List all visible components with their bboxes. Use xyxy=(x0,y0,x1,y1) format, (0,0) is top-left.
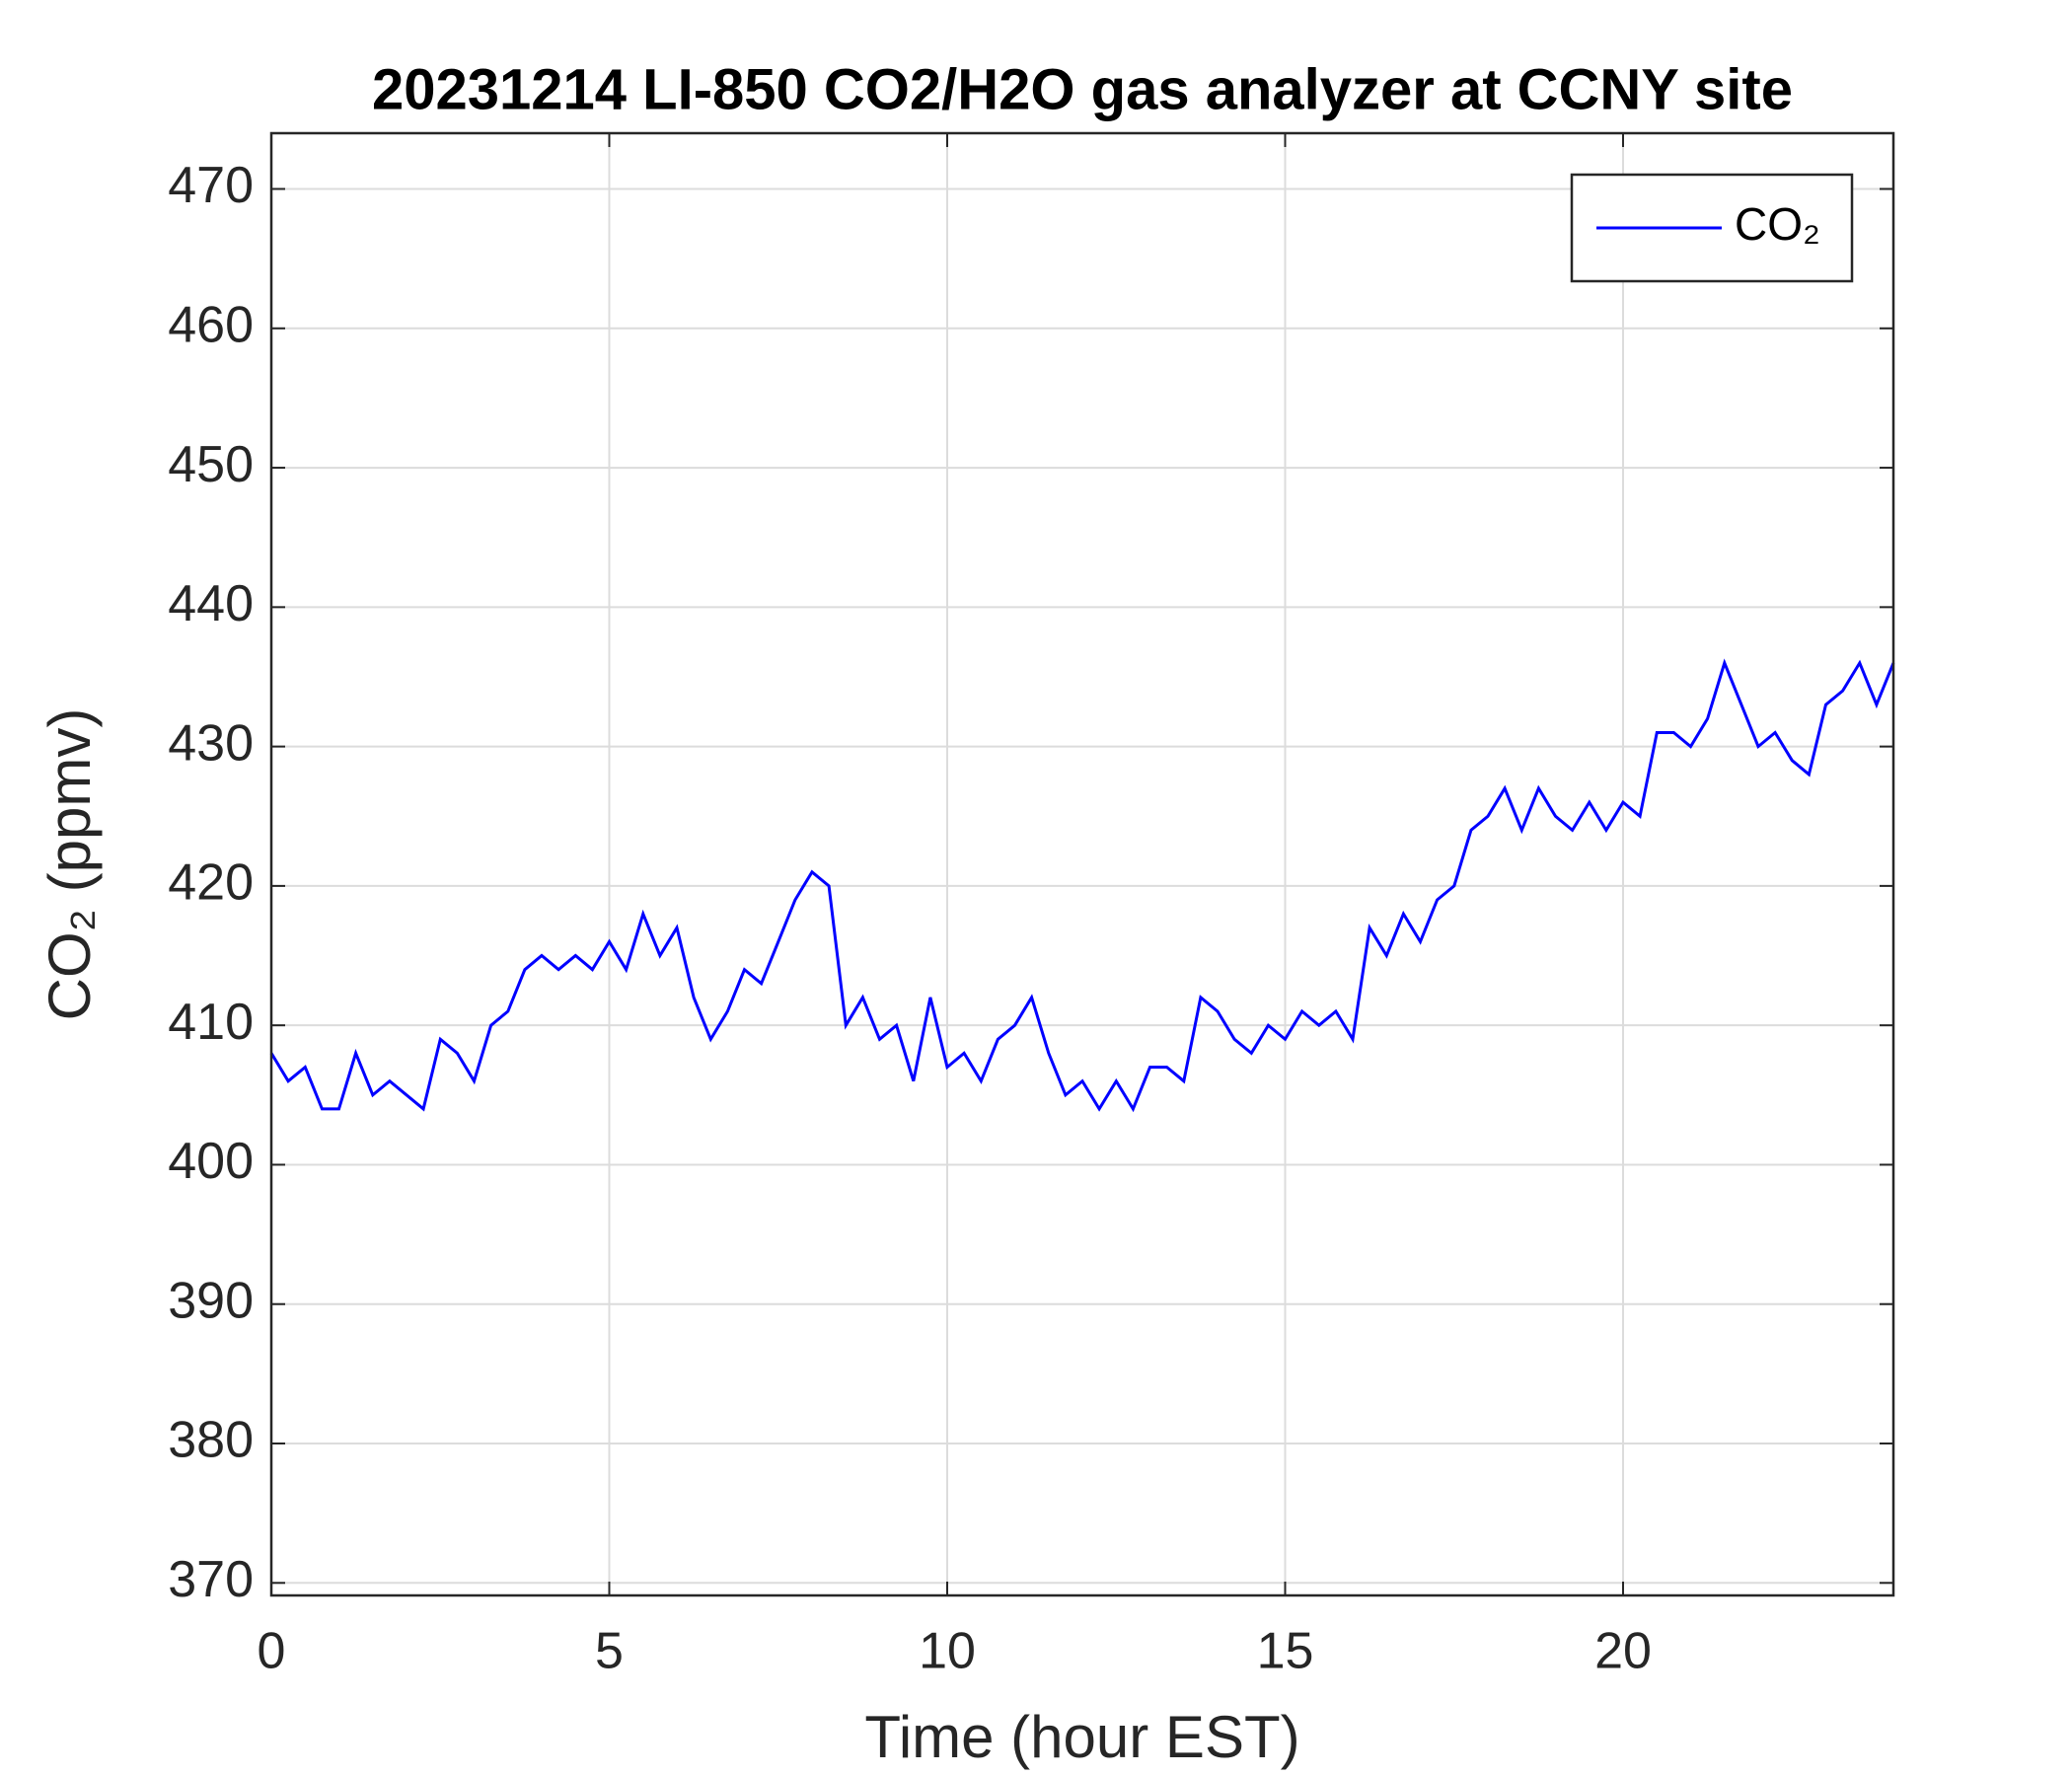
x-tick-label: 20 xyxy=(1594,1623,1652,1680)
y-tick-label: 380 xyxy=(168,1412,254,1469)
y-tick-label: 420 xyxy=(168,854,254,912)
y-tick-label: 430 xyxy=(168,714,254,772)
y-tick-label: 450 xyxy=(168,436,254,493)
y-tick-label: 410 xyxy=(168,994,254,1051)
y-tick-label: 400 xyxy=(168,1133,254,1190)
y-tick-label: 390 xyxy=(168,1272,254,1329)
y-tick-label: 460 xyxy=(168,297,254,354)
x-tick-label: 10 xyxy=(919,1623,976,1680)
y-tick-label: 470 xyxy=(168,157,254,214)
plot-frame xyxy=(269,131,1895,1597)
y-tick-label: 440 xyxy=(168,575,254,632)
x-axis-label: Time (hour EST) xyxy=(864,1704,1299,1770)
x-tick-label: 15 xyxy=(1257,1623,1314,1680)
y-axis-label: CO₂ (ppmv) xyxy=(37,708,103,1021)
x-tick-label: 0 xyxy=(258,1623,286,1680)
x-tick-label: 5 xyxy=(595,1623,624,1680)
y-tick-label: 370 xyxy=(168,1551,254,1608)
legend-label: CO₂ xyxy=(1735,198,1820,250)
chart-title: 20231214 LI-850 CO2/H2O gas analyzer at … xyxy=(372,57,1793,121)
data-line xyxy=(269,658,1895,1113)
